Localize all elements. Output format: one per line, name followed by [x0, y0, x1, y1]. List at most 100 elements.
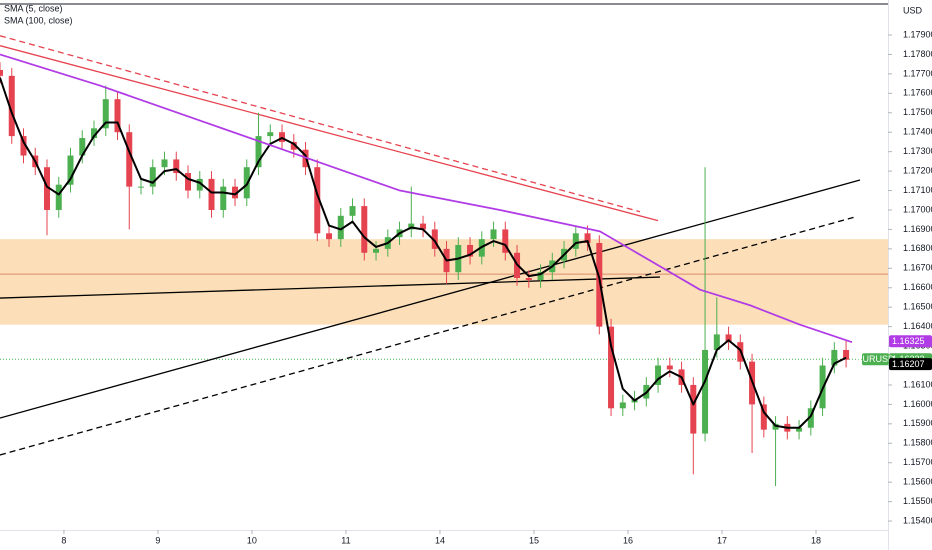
y-tick-label: 1.17200 [903, 165, 932, 175]
y-tick-label: 1.15900 [903, 418, 932, 428]
x-tick-label: 11 [341, 535, 350, 545]
candle-body [220, 186, 227, 210]
candle-body [185, 173, 192, 191]
candle-body [619, 402, 626, 409]
plot-area [0, 35, 888, 487]
x-tick-label: 10 [247, 535, 257, 545]
candle-body [67, 155, 74, 185]
y-tick-label: 1.16800 [903, 243, 932, 253]
x-tick-label: 8 [61, 535, 66, 545]
y-tick-label: 1.16600 [903, 282, 932, 292]
trendline [0, 179, 861, 419]
trendline [0, 216, 856, 456]
candle-body [702, 349, 709, 434]
x-tick-label: 16 [623, 535, 633, 545]
trendline [0, 276, 660, 299]
moving-average-line [0, 77, 847, 429]
x-tick-label: 18 [811, 535, 821, 545]
trendline [0, 35, 641, 213]
y-tick-label: 1.16000 [903, 399, 932, 409]
candle-body [502, 229, 509, 253]
y-tick-label: 1.15600 [903, 477, 932, 487]
candle-body [373, 248, 380, 253]
y-tick-label: 1.17000 [903, 204, 932, 214]
price-tag [889, 335, 932, 348]
candle-body [420, 223, 427, 230]
x-tick-label: 15 [529, 535, 539, 545]
y-tick-label: 1.15400 [903, 515, 932, 525]
y-tick-label: 1.16500 [903, 302, 932, 312]
candle-body [232, 186, 239, 199]
y-tick-label: 1.16900 [903, 224, 932, 234]
axes: 1.15400 1.15500 1.15600 1.15700 1.15800 1.159… [61, 29, 932, 545]
candle-body [326, 233, 333, 240]
candle-body [267, 132, 274, 137]
y-tick-label: 1.17300 [903, 146, 932, 156]
candle-body [44, 167, 51, 210]
x-tick-label: 17 [717, 535, 727, 545]
price-tag-label: 1.16207 [892, 359, 925, 369]
candle-body [79, 138, 86, 156]
candle-body [126, 132, 133, 187]
candle-body [361, 206, 368, 253]
candle-body [55, 184, 62, 210]
y-tick-label: 1.17700 [903, 68, 932, 78]
candle-body [525, 278, 532, 280]
candle-body [537, 272, 544, 280]
candle-body [255, 136, 262, 168]
candle-body [0, 69, 3, 76]
y-tick-label: 1.16100 [903, 379, 932, 389]
candle-body [161, 159, 168, 168]
symbol-tag [862, 353, 889, 366]
candle-body [138, 186, 145, 188]
candle-body [807, 408, 814, 428]
currency: USD [903, 5, 923, 15]
legend-entry: SMA (5, close) [4, 3, 63, 13]
candle-body [843, 349, 850, 360]
candle-body [91, 128, 98, 139]
x-tick-label: 9 [155, 535, 160, 545]
candle-body [655, 365, 662, 385]
trendline [0, 45, 659, 222]
y-tick-label: 1.17500 [903, 107, 932, 117]
candle-body [20, 136, 27, 156]
price-tag-label: 1.16325 [892, 336, 925, 346]
candle-body [173, 159, 180, 174]
y-tick-label: 1.17800 [903, 49, 932, 59]
candle-body [760, 404, 767, 430]
symbol-tag-label: EURUSD [856, 354, 895, 364]
legend-entry: SMA (100, close) [4, 15, 73, 25]
candle-body [690, 384, 697, 434]
candle-body [608, 326, 615, 409]
y-tick-label: 1.15700 [903, 457, 932, 467]
candle-body [467, 244, 474, 257]
candle-body [596, 243, 603, 327]
y-tick-label: 1.16400 [903, 321, 932, 331]
candle-body [208, 178, 215, 210]
candle-body [713, 334, 720, 350]
y-tick-label: 1.15500 [903, 496, 932, 506]
candle-body [666, 365, 673, 370]
candle-body [725, 334, 732, 343]
y-tick-label: 1.17900 [903, 29, 932, 39]
candle-body [149, 167, 156, 187]
y-tick-label: 1.15800 [903, 438, 932, 448]
candle-body [431, 229, 438, 249]
candle-body [584, 233, 591, 244]
candle-body [114, 99, 121, 133]
price-tag [889, 358, 932, 371]
candle-body [796, 427, 803, 432]
y-tick-label: 1.17100 [903, 185, 932, 195]
candle-body [572, 233, 579, 249]
candle-body [290, 141, 297, 150]
candle-body [196, 178, 203, 191]
y-tick-label: 1.16700 [903, 263, 932, 273]
candle-body [831, 349, 838, 366]
x-tick-label: 14 [435, 535, 445, 545]
y-tick-label: 1.17600 [903, 88, 932, 98]
candle-body [490, 229, 497, 240]
candle-body [349, 206, 356, 216]
candle-body [337, 215, 344, 240]
y-tick-label: 1.17400 [903, 127, 932, 137]
